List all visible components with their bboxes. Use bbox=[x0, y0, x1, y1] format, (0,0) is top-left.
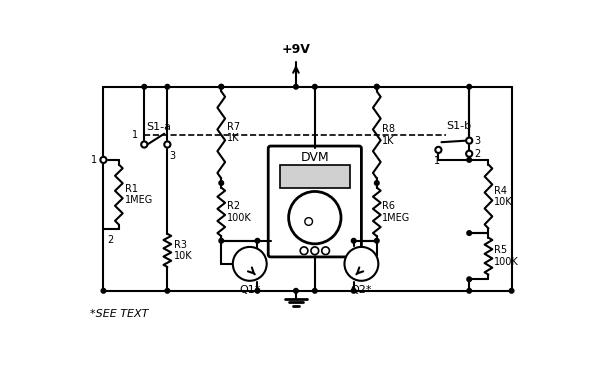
Circle shape bbox=[142, 84, 146, 89]
Text: Q2*: Q2* bbox=[350, 285, 372, 295]
Circle shape bbox=[219, 181, 224, 185]
Text: R3
10K: R3 10K bbox=[173, 240, 192, 261]
Circle shape bbox=[374, 238, 379, 243]
Circle shape bbox=[164, 141, 170, 148]
Circle shape bbox=[352, 238, 356, 243]
Text: R2
100K: R2 100K bbox=[227, 201, 251, 223]
Text: 1: 1 bbox=[91, 155, 97, 165]
Circle shape bbox=[374, 84, 379, 89]
Circle shape bbox=[165, 84, 170, 89]
Text: Q1*: Q1* bbox=[239, 285, 260, 295]
Circle shape bbox=[219, 84, 224, 89]
Text: R1
1MEG: R1 1MEG bbox=[125, 184, 153, 205]
Circle shape bbox=[466, 138, 472, 144]
FancyBboxPatch shape bbox=[268, 146, 361, 257]
Text: R5
100K: R5 100K bbox=[494, 245, 518, 267]
Text: 1: 1 bbox=[434, 156, 440, 166]
Text: +9V: +9V bbox=[281, 43, 310, 56]
Text: S1-b: S1-b bbox=[446, 121, 471, 131]
Text: S1-a: S1-a bbox=[146, 122, 171, 132]
Circle shape bbox=[466, 151, 472, 157]
Circle shape bbox=[289, 191, 341, 244]
Circle shape bbox=[100, 157, 107, 163]
Text: R7
1K: R7 1K bbox=[227, 122, 240, 143]
Text: R6
1MEG: R6 1MEG bbox=[382, 201, 410, 223]
Circle shape bbox=[313, 84, 317, 89]
Circle shape bbox=[313, 289, 317, 293]
Text: 2: 2 bbox=[474, 149, 480, 159]
Circle shape bbox=[467, 84, 472, 89]
Circle shape bbox=[467, 277, 472, 282]
Circle shape bbox=[352, 289, 356, 293]
Circle shape bbox=[219, 238, 224, 243]
Circle shape bbox=[344, 247, 379, 281]
Circle shape bbox=[300, 247, 308, 255]
Circle shape bbox=[219, 84, 224, 89]
Circle shape bbox=[305, 218, 313, 225]
Text: 2: 2 bbox=[107, 235, 113, 245]
Text: 3: 3 bbox=[474, 136, 480, 146]
Circle shape bbox=[436, 147, 442, 153]
Circle shape bbox=[101, 289, 106, 293]
Circle shape bbox=[374, 181, 379, 185]
Circle shape bbox=[467, 158, 472, 162]
Circle shape bbox=[255, 238, 260, 243]
Circle shape bbox=[467, 231, 472, 235]
Circle shape bbox=[293, 84, 298, 89]
Text: 3: 3 bbox=[169, 151, 175, 161]
Circle shape bbox=[141, 141, 148, 148]
Circle shape bbox=[509, 289, 514, 293]
Circle shape bbox=[233, 247, 266, 281]
Text: R4
10K: R4 10K bbox=[494, 186, 512, 207]
Circle shape bbox=[165, 289, 170, 293]
Circle shape bbox=[374, 84, 379, 89]
Circle shape bbox=[311, 247, 319, 255]
Text: R8
1K: R8 1K bbox=[382, 124, 395, 146]
Circle shape bbox=[467, 289, 472, 293]
Text: *SEE TEXT: *SEE TEXT bbox=[91, 309, 149, 319]
Text: DVM: DVM bbox=[301, 151, 329, 164]
Circle shape bbox=[255, 289, 260, 293]
Circle shape bbox=[322, 247, 329, 255]
Text: 1: 1 bbox=[132, 130, 138, 140]
Bar bbox=[280, 165, 350, 188]
Circle shape bbox=[293, 289, 298, 293]
